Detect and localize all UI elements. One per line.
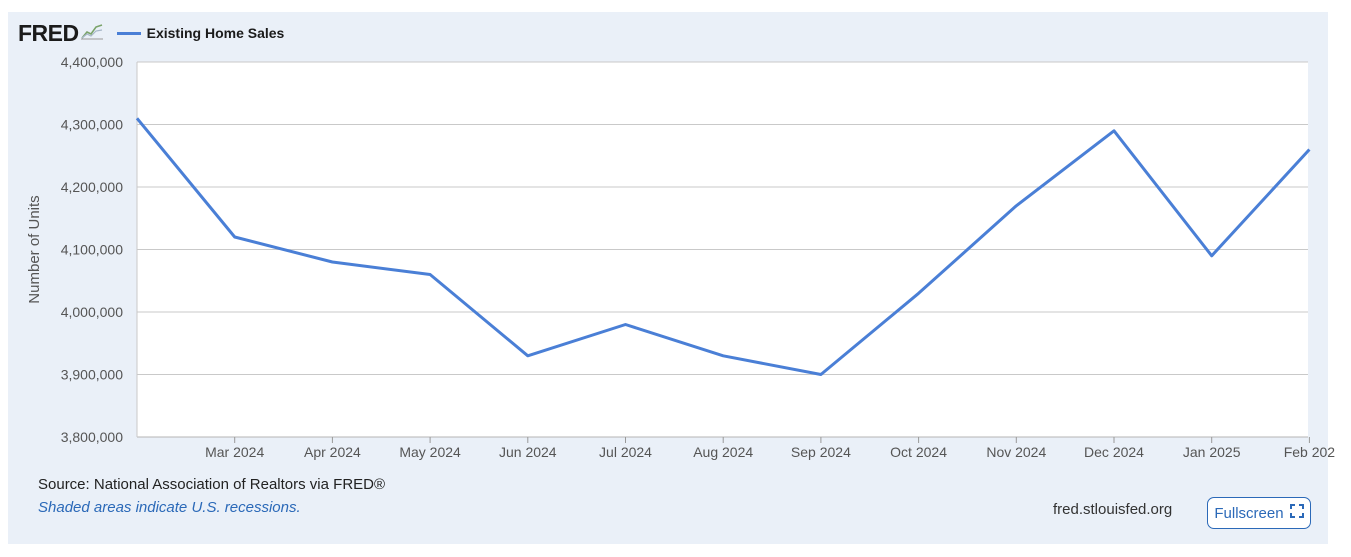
legend-label: Existing Home Sales [146,25,285,41]
x-tick-label: Jul 2024 [599,444,652,460]
data-point[interactable] [915,289,923,297]
chart-header: FRED Existing Home Sales [18,18,284,48]
data-point[interactable] [1110,127,1118,135]
data-point[interactable] [719,352,727,360]
data-point[interactable] [524,352,532,360]
fullscreen-label: Fullscreen [1214,504,1284,522]
x-tick-label: Jan 2025 [1183,444,1241,460]
trend-line-icon [80,22,103,45]
x-tick-label: Mar 2024 [205,444,264,460]
y-tick-label: 4,200,000 [61,179,123,195]
source-text: Source: National Association of Realtors… [38,476,386,493]
x-tick-label: May 2024 [399,444,461,460]
data-point[interactable] [817,371,825,379]
y-tick-label: 3,900,000 [61,367,123,383]
fullscreen-button[interactable]: Fullscreen [1207,497,1311,529]
data-point[interactable] [622,321,630,329]
x-tick-label: Apr 2024 [304,444,361,460]
legend[interactable]: Existing Home Sales [116,25,285,41]
data-point[interactable] [426,271,434,279]
data-point[interactable] [231,233,239,241]
x-tick-label: Feb 202 [1284,444,1336,460]
x-tick-label: Aug 2024 [693,444,753,460]
site-url[interactable]: fred.stlouisfed.org [1053,501,1173,518]
y-tick-label: 4,000,000 [61,304,123,320]
data-point[interactable] [328,258,336,266]
x-tick-label: Jun 2024 [499,444,557,460]
recession-note: Shaded areas indicate U.S. recessions. [38,499,301,516]
x-tick-label: Sep 2024 [791,444,851,460]
expand-icon [1289,504,1304,522]
grid-lines [136,61,1308,438]
data-point[interactable] [1012,202,1020,210]
legend-swatch [116,31,141,35]
data-point[interactable] [133,114,141,122]
y-axis-ticks: 4,400,000 4,300,000 4,200,000 4,100,000 4,00… [61,54,123,445]
y-tick-label: 4,300,000 [61,117,123,133]
y-tick-label: 3,800,000 [61,429,123,445]
y-tick-label: 4,400,000 [61,54,123,70]
data-point[interactable] [1305,146,1313,154]
series-line-existing-home-sales[interactable] [135,117,1311,376]
data-point[interactable] [1208,252,1216,260]
x-axis-ticks: Mar 2024 Apr 2024 May 2024 Jun 2024 Jul 2024… [205,437,1335,460]
fred-logo[interactable]: FRED [18,19,79,46]
x-tick-label: Nov 2024 [986,444,1046,460]
y-tick-label: 4,100,000 [61,242,123,258]
x-tick-label: Oct 2024 [890,444,947,460]
y-axis-label: Number of Units [26,195,43,303]
x-tick-label: Dec 2024 [1084,444,1144,460]
